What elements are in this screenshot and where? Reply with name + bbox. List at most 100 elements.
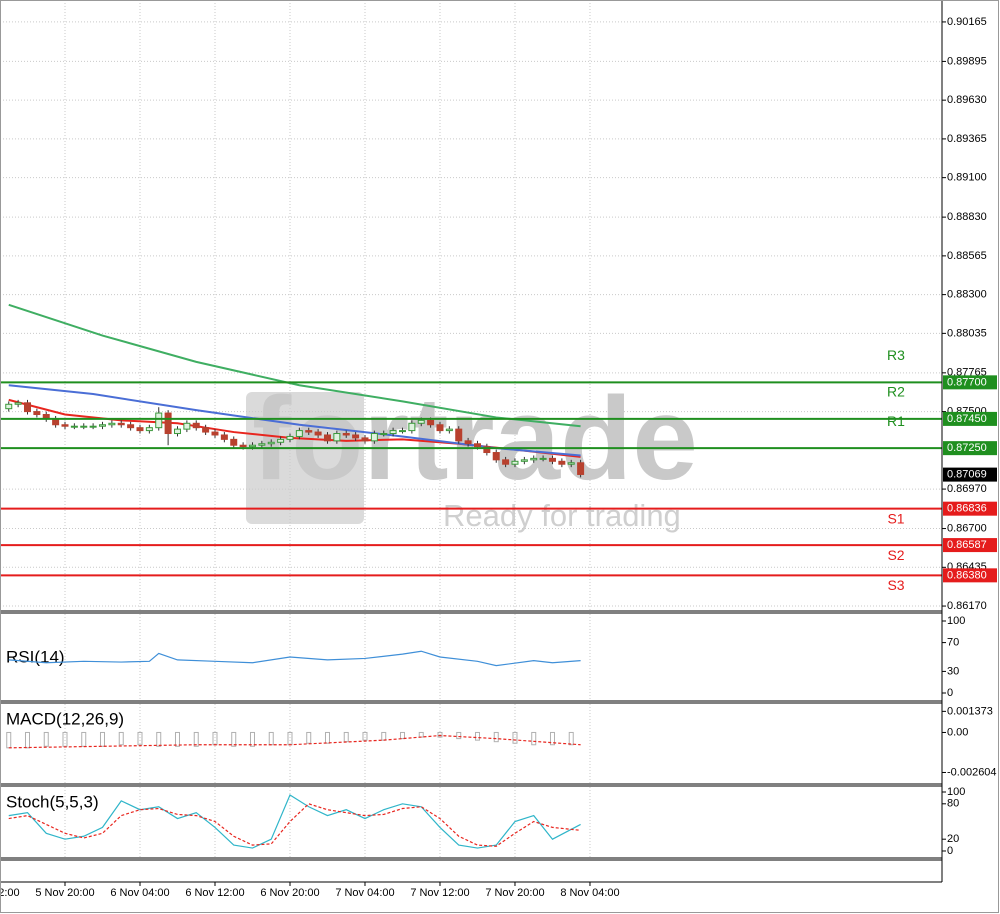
candle-body <box>295 430 303 437</box>
candle-body <box>14 402 22 405</box>
candle-body <box>333 433 341 442</box>
candle-body <box>127 424 135 429</box>
panel-title: RSI(14) <box>6 647 65 666</box>
macd-bar <box>137 731 143 746</box>
y-tick-label: 100 <box>947 786 965 798</box>
y-tick-label: 0.88565 <box>947 250 987 262</box>
level-tag <box>943 375 997 390</box>
candle-body <box>567 462 575 465</box>
candle-body <box>473 443 481 448</box>
level-name: S2 <box>887 547 904 563</box>
candle-body <box>258 443 266 446</box>
x-tick-label: 6 Nov 12:00 <box>185 887 244 899</box>
macd-bar <box>174 731 180 747</box>
y-tick-label: 0 <box>947 687 953 699</box>
candle-body <box>192 422 200 429</box>
candle-body <box>445 428 453 432</box>
candle-body <box>352 434 360 439</box>
candle-body <box>33 411 41 416</box>
y-tick-label: 0.90165 <box>947 16 987 28</box>
candle-body <box>230 438 238 446</box>
x-tick-label: 7 Nov 12:00 <box>410 887 469 899</box>
indicator-line <box>8 650 581 667</box>
candle-body <box>61 424 69 427</box>
macd-bar <box>231 731 237 747</box>
candle-body <box>380 433 388 436</box>
indicator-line <box>8 794 581 849</box>
candle-body <box>89 425 97 428</box>
level-tag <box>943 568 997 583</box>
macd-bar <box>193 731 199 747</box>
candle-body <box>155 412 163 429</box>
candle-body <box>361 437 369 442</box>
level-tag-label: 0.87450 <box>947 413 987 425</box>
candle-body <box>389 430 397 435</box>
level-name: R2 <box>887 384 905 400</box>
level-name: R1 <box>887 413 905 429</box>
level-name: S1 <box>887 510 904 526</box>
macd-bar <box>512 731 518 744</box>
candle-body <box>202 427 210 433</box>
x-tick-label: 7 Nov 20:00 <box>485 887 544 899</box>
level-tag-label: 0.86587 <box>947 539 987 551</box>
y-tick-label: 0.89895 <box>947 55 987 67</box>
y-tick-label: 0.89100 <box>947 172 987 184</box>
x-tick-label: 6 Nov 20:00 <box>260 887 319 899</box>
candle-body <box>211 431 219 436</box>
macd-bar <box>437 731 443 738</box>
candle-body <box>173 428 181 435</box>
macd-bar <box>62 731 68 747</box>
x-tick-label: 8 Nov 04:00 <box>560 887 619 899</box>
macd-bar <box>43 731 49 747</box>
candle-body <box>548 457 556 462</box>
y-tick-label: 80 <box>947 798 959 810</box>
level-tag <box>943 501 997 516</box>
macd-bar <box>156 731 162 747</box>
candle-body <box>145 427 153 432</box>
macd-bar <box>362 731 368 741</box>
y-tick-label: 0.00 <box>947 726 968 738</box>
candle-body <box>577 462 585 475</box>
candle-body <box>108 422 116 426</box>
macd-bar <box>493 731 499 743</box>
y-tick-label: 0.86970 <box>947 483 987 495</box>
candle-body <box>239 444 247 448</box>
level-tag-label: 0.86380 <box>947 569 987 581</box>
x-tick-label: 6 Nov 04:00 <box>110 887 169 899</box>
macd-bar <box>249 731 255 747</box>
candle-body <box>408 422 416 432</box>
x-tick-label: 5 Nov 12:00 <box>0 887 20 899</box>
y-tick-label: 0.89365 <box>947 133 987 145</box>
candle-body <box>436 424 444 432</box>
candle-body <box>277 438 285 443</box>
candle-body <box>398 430 406 433</box>
macd-bar <box>568 731 574 746</box>
candle-body <box>220 434 228 440</box>
candle-body <box>539 457 547 460</box>
candle-body <box>464 440 472 445</box>
candle-body <box>502 459 510 465</box>
x-tick-label: 5 Nov 20:00 <box>35 887 94 899</box>
candle-body <box>117 422 125 426</box>
y-tick-label: 0.88830 <box>947 211 987 223</box>
y-tick-label: 20 <box>947 833 959 845</box>
candle-body <box>164 412 172 435</box>
level-tag <box>943 441 997 456</box>
candle-body <box>314 431 322 436</box>
candle-body <box>342 433 350 436</box>
y-tick-label: 0.001373 <box>947 705 993 717</box>
macd-bar <box>549 731 555 746</box>
macd-bar <box>324 731 330 744</box>
moving-average <box>8 303 581 428</box>
last-price-tag <box>943 467 997 482</box>
candle-body <box>323 434 331 442</box>
candle-body <box>23 402 31 413</box>
panel-title: Stoch(5,5,3) <box>6 792 99 811</box>
x-tick-label: 7 Nov 04:00 <box>335 887 394 899</box>
level-tag <box>943 538 997 553</box>
